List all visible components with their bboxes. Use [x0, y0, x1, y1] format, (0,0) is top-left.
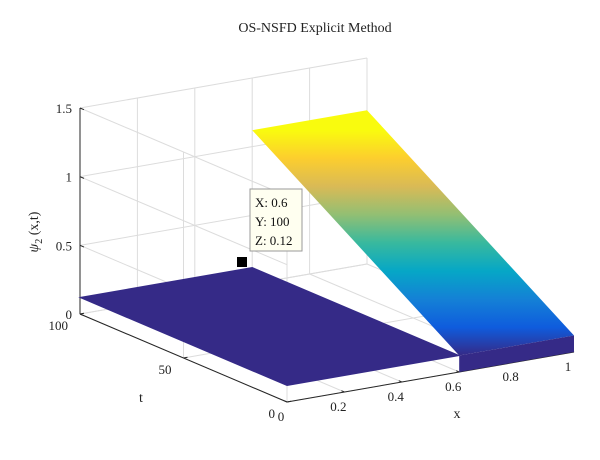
axis-line [286, 351, 575, 403]
datatip-box [249, 188, 303, 252]
z-tick-label: 0 [66, 307, 73, 322]
z-axis-label-subscript: 2 [34, 239, 45, 244]
x-tick-mark [398, 380, 402, 383]
z-tick-mark [79, 107, 85, 111]
surface-front-edge [459, 335, 574, 372]
x-tick-label: 0.2 [330, 399, 346, 414]
z-tick-label: 1 [66, 170, 73, 185]
surface-rising-region [252, 110, 574, 356]
z-tick-mark [79, 176, 85, 179]
y-tick-label: 50 [159, 362, 172, 377]
x-tick-label: 1 [565, 359, 572, 374]
datatip[interactable]: X: 0.6 Y: 100 Z: 0.12 [237, 188, 303, 267]
z-axis-label-symbol: ψ [27, 243, 42, 252]
y-tick-label: 0 [269, 406, 276, 421]
x-tick-mark [341, 390, 345, 393]
z-axis-label-args: (x,t) [27, 211, 42, 239]
x-tick-label: 0.6 [445, 379, 462, 394]
datatip-x: X: 0.6 [255, 195, 288, 210]
surface [78, 110, 574, 387]
z-tick-label: 1.5 [56, 101, 72, 116]
z-tick-mark [79, 244, 85, 248]
y-tick-mark [183, 356, 188, 359]
z-axis-label: ψ2 (x,t) [27, 211, 45, 252]
z-tick-label: 0.5 [56, 238, 72, 253]
z-tick-mark [79, 313, 85, 317]
y-axis-label: t [139, 391, 143, 406]
y-tick-mark [286, 400, 292, 403]
datatip-y: Y: 100 [255, 214, 290, 229]
y-tick-label: 100 [49, 318, 69, 333]
datatip-marker[interactable] [237, 257, 247, 267]
surface-flat-region [78, 266, 461, 387]
datatip-z: Z: 0.12 [255, 233, 293, 248]
x-tick-mark [456, 370, 460, 373]
chart-title: OS-NSFD Explicit Method [238, 21, 391, 36]
x-tick-label: 0 [278, 409, 285, 424]
grid-line [79, 194, 368, 246]
x-tick-mark [283, 400, 288, 403]
x-tick-label: 0.4 [388, 389, 405, 404]
x-tick-label: 0.8 [502, 369, 518, 384]
x-axis-label: x [454, 407, 461, 422]
grid-line [79, 57, 368, 109]
